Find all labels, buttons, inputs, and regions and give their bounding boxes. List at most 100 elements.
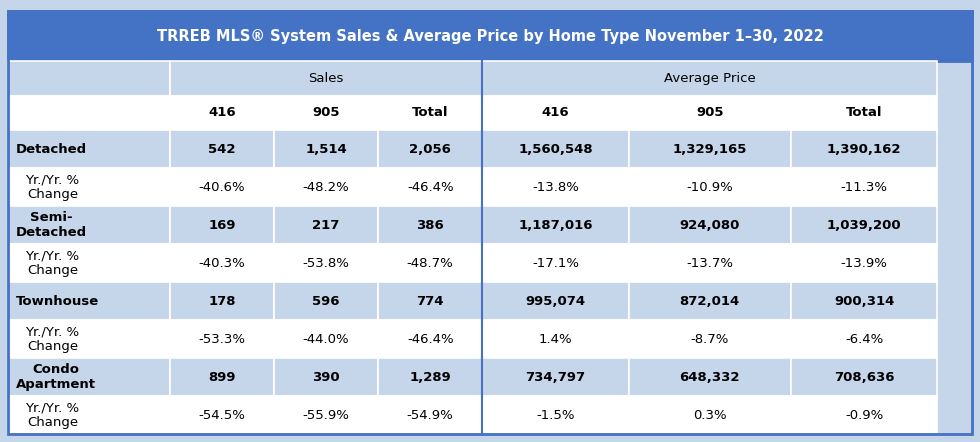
Text: -48.7%: -48.7% <box>407 257 454 270</box>
Text: 899: 899 <box>208 370 235 384</box>
Text: Yr./Yr. %
Change: Yr./Yr. % Change <box>25 401 79 429</box>
Text: 178: 178 <box>208 295 235 308</box>
Bar <box>8 130 170 168</box>
Text: -10.9%: -10.9% <box>686 181 733 194</box>
Bar <box>8 396 170 434</box>
Bar <box>482 282 629 320</box>
Bar <box>378 396 482 434</box>
Bar <box>378 358 482 396</box>
Bar <box>378 130 482 168</box>
Text: 0.3%: 0.3% <box>693 408 727 422</box>
Text: Average Price: Average Price <box>664 72 756 85</box>
Text: Condo
Apartment: Condo Apartment <box>16 363 96 391</box>
Bar <box>170 358 274 396</box>
Bar <box>8 282 170 320</box>
Text: 1.4%: 1.4% <box>539 333 572 346</box>
Bar <box>274 396 378 434</box>
Text: -13.8%: -13.8% <box>532 181 579 194</box>
Bar <box>378 206 482 244</box>
Bar <box>482 358 629 396</box>
Bar <box>170 206 274 244</box>
Text: Yr./Yr. %
Change: Yr./Yr. % Change <box>25 325 79 353</box>
Text: -0.9%: -0.9% <box>845 408 883 422</box>
Text: 995,074: 995,074 <box>525 295 586 308</box>
Bar <box>378 244 482 282</box>
Bar <box>170 130 274 168</box>
Text: 872,014: 872,014 <box>680 295 740 308</box>
Text: -13.7%: -13.7% <box>686 257 733 270</box>
Text: Detached: Detached <box>16 143 87 156</box>
Bar <box>629 95 791 130</box>
Bar <box>274 168 378 206</box>
Text: Semi-
Detached: Semi- Detached <box>16 211 87 239</box>
Text: 2,056: 2,056 <box>410 143 451 156</box>
Bar <box>791 320 938 358</box>
Bar <box>8 168 170 206</box>
Bar <box>274 95 378 130</box>
Text: -11.3%: -11.3% <box>841 181 888 194</box>
Bar <box>482 244 629 282</box>
Bar <box>629 320 791 358</box>
Text: -1.5%: -1.5% <box>536 408 575 422</box>
Bar <box>629 206 791 244</box>
Text: 1,329,165: 1,329,165 <box>672 143 747 156</box>
Text: Yr./Yr. %
Change: Yr./Yr. % Change <box>25 249 79 277</box>
Bar <box>8 244 170 282</box>
Text: -46.4%: -46.4% <box>407 333 454 346</box>
Text: -48.2%: -48.2% <box>303 181 350 194</box>
Bar <box>170 282 274 320</box>
Text: Total: Total <box>412 107 449 119</box>
Bar <box>482 95 629 130</box>
Text: 1,289: 1,289 <box>410 370 451 384</box>
Text: -55.9%: -55.9% <box>303 408 350 422</box>
Bar <box>378 95 482 130</box>
Text: -53.8%: -53.8% <box>303 257 350 270</box>
Text: -13.9%: -13.9% <box>841 257 888 270</box>
Bar <box>8 11 972 61</box>
Bar <box>170 244 274 282</box>
Bar <box>791 168 938 206</box>
Text: 900,314: 900,314 <box>834 295 895 308</box>
Text: -40.6%: -40.6% <box>199 181 245 194</box>
Bar <box>170 396 274 434</box>
Text: 217: 217 <box>313 219 340 232</box>
Bar <box>170 320 274 358</box>
Bar <box>170 61 482 95</box>
Text: -54.9%: -54.9% <box>407 408 454 422</box>
Text: 708,636: 708,636 <box>834 370 895 384</box>
Text: -40.3%: -40.3% <box>199 257 245 270</box>
Text: 416: 416 <box>542 107 569 119</box>
Text: 1,514: 1,514 <box>305 143 347 156</box>
Text: -54.5%: -54.5% <box>199 408 245 422</box>
Bar <box>482 61 938 95</box>
Text: 648,332: 648,332 <box>679 370 740 384</box>
Bar <box>791 206 938 244</box>
Bar <box>791 95 938 130</box>
Bar <box>8 61 170 95</box>
Bar <box>629 168 791 206</box>
Bar <box>482 396 629 434</box>
Bar <box>274 358 378 396</box>
Text: Sales: Sales <box>309 72 344 85</box>
Bar <box>378 320 482 358</box>
Text: 924,080: 924,080 <box>680 219 740 232</box>
Text: -6.4%: -6.4% <box>845 333 883 346</box>
Bar <box>482 206 629 244</box>
Text: 390: 390 <box>313 370 340 384</box>
Text: -53.3%: -53.3% <box>198 333 245 346</box>
Bar <box>791 396 938 434</box>
Bar <box>274 130 378 168</box>
Bar <box>378 282 482 320</box>
Text: 386: 386 <box>416 219 444 232</box>
Bar <box>482 168 629 206</box>
Bar <box>629 396 791 434</box>
Bar <box>629 282 791 320</box>
Text: 169: 169 <box>208 219 235 232</box>
Bar <box>482 320 629 358</box>
Text: -17.1%: -17.1% <box>532 257 579 270</box>
Bar <box>274 320 378 358</box>
Text: 1,039,200: 1,039,200 <box>827 219 902 232</box>
Text: Townhouse: Townhouse <box>16 295 99 308</box>
Text: -46.4%: -46.4% <box>407 181 454 194</box>
Text: Yr./Yr. %
Change: Yr./Yr. % Change <box>25 173 79 201</box>
